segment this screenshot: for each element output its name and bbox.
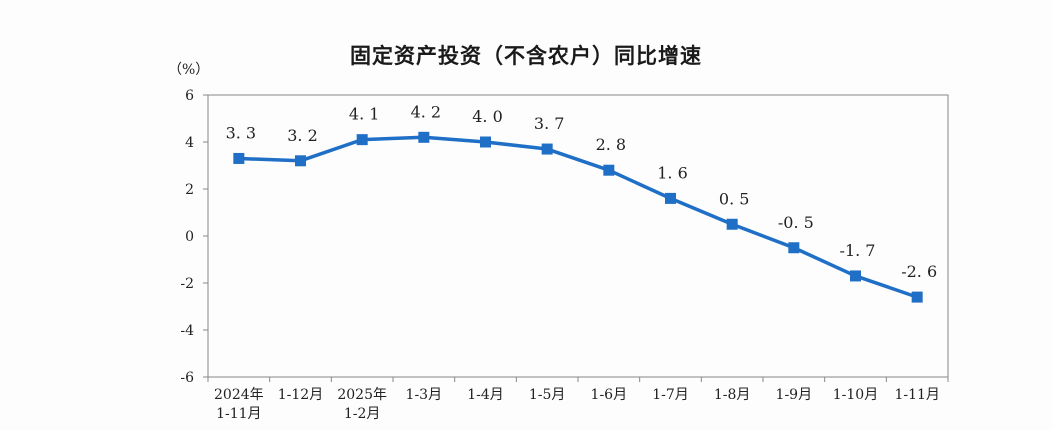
x-tick-label: 1-5月 <box>529 387 566 403</box>
series-line <box>238 135 918 299</box>
data-label: 3. 2 <box>287 126 318 145</box>
data-point-marker <box>850 270 861 282</box>
x-tick-label: 2024年 1-11月 <box>214 387 264 422</box>
x-tick-label: 1-9月 <box>776 387 813 403</box>
y-tick-label: -6 <box>180 370 194 386</box>
data-label: 1. 6 <box>657 163 688 182</box>
y-tick-label: 4 <box>185 135 194 151</box>
data-label: -2. 6 <box>901 262 937 281</box>
data-label: -1. 7 <box>840 241 876 260</box>
data-point-marker <box>726 218 738 230</box>
data-label: -0. 5 <box>778 213 814 232</box>
data-label: 3. 3 <box>226 123 257 142</box>
data-point-marker <box>418 131 430 143</box>
series-polyline <box>238 135 918 299</box>
data-point-marker <box>665 192 676 204</box>
x-tick-label: 2025年 1-2月 <box>337 387 387 422</box>
y-tick-label: -2 <box>180 276 194 292</box>
data-label: 4. 0 <box>472 107 503 126</box>
y-tick-label: -4 <box>180 323 194 339</box>
x-tick-label: 1-10月 <box>833 387 878 403</box>
data-point-marker <box>295 155 306 167</box>
x-tick-labels: 2024年 1-11月 1-12月 2025年 1-2月 1-3月 1-4月 1-5月 1-6月… <box>214 387 940 422</box>
data-point-marker <box>603 164 615 176</box>
data-point-marker <box>356 134 368 146</box>
y-tick-label: 2 <box>185 182 194 198</box>
x-tick-label: 1-6月 <box>591 387 628 403</box>
x-tick-label: 1-11月 <box>894 387 939 403</box>
chart-title: 固定资产投资（不含农户）同比增速 <box>350 44 702 68</box>
data-label: 2. 8 <box>596 135 627 154</box>
x-tick-label: 1-7月 <box>652 387 689 403</box>
data-point-marker <box>541 143 553 155</box>
x-tick-label: 1-4月 <box>467 387 504 403</box>
data-point-marker <box>911 291 923 303</box>
data-label: 4. 2 <box>411 102 442 121</box>
axes <box>203 94 949 382</box>
data-point-marker <box>788 242 800 254</box>
y-tick-label: 0 <box>185 229 194 245</box>
data-label: 3. 7 <box>534 114 565 133</box>
data-labels: 3. 3 3. 2 4. 1 4. 2 4. 0 3. 7 2. 8 1. 6 0. 5 -0. … <box>226 102 938 281</box>
x-tick-label: 1-8月 <box>714 387 751 403</box>
data-point-marker <box>233 152 245 164</box>
data-point-marker <box>480 136 491 148</box>
y-tick-labels: 6 4 2 0 -2 -4 -6 <box>180 88 194 386</box>
series-markers <box>233 131 923 303</box>
x-tick-label: 1-3月 <box>406 387 443 403</box>
data-label: 0. 5 <box>719 189 750 208</box>
x-tick-label: 1-12月 <box>278 387 323 403</box>
y-axis-unit-label: （%） <box>168 62 209 78</box>
y-tick-label: 6 <box>185 88 194 104</box>
plot-area-border <box>207 94 949 378</box>
data-label: 4. 1 <box>349 105 380 124</box>
